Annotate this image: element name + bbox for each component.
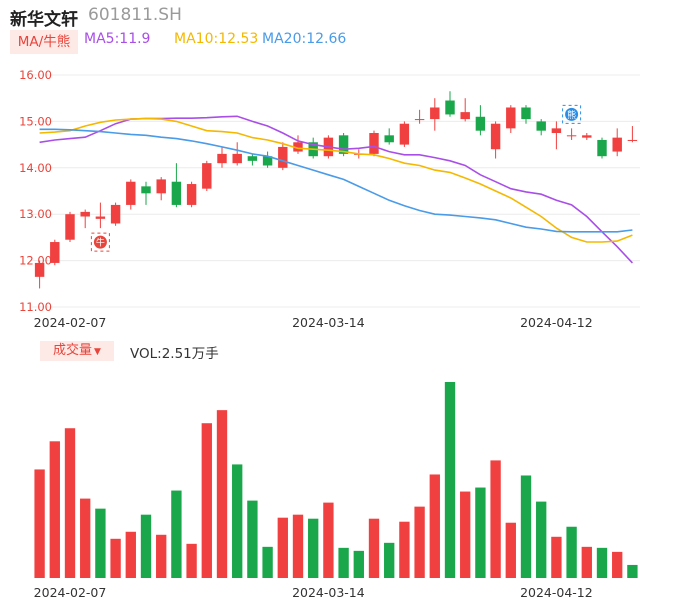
candle-body [217, 154, 226, 163]
volume-bar [308, 519, 318, 578]
candle-body [126, 182, 135, 205]
volume-bar [506, 523, 516, 578]
volume-bar [384, 543, 394, 578]
volume-bar [232, 464, 242, 578]
candle-body [80, 212, 89, 217]
volume-bar [202, 423, 212, 578]
candle-body [552, 128, 561, 133]
candle-body [202, 163, 211, 189]
volume-bar [50, 441, 60, 578]
volume-bar [490, 460, 500, 578]
volume-bar [141, 515, 151, 578]
candle-body [369, 133, 378, 154]
volume-bar [445, 382, 455, 578]
x-tick-label: 2024-04-12 [520, 315, 593, 330]
x-tick-label: 2024-02-07 [34, 315, 107, 330]
y-tick-label: 13.00 [19, 207, 52, 221]
candle-body [597, 140, 606, 156]
candle-body [65, 214, 74, 240]
candle-body [415, 119, 424, 120]
volume-x-tick-label: 2024-03-14 [292, 585, 365, 600]
candle-body [187, 184, 196, 205]
candle-body [172, 182, 181, 205]
volume-bar [262, 547, 272, 578]
candle-body [582, 135, 591, 137]
y-tick-label: 15.00 [19, 114, 52, 128]
candle-body [628, 140, 637, 141]
y-tick-label: 14.00 [19, 161, 52, 175]
volume-bar [597, 548, 607, 578]
volume-bar [354, 551, 364, 578]
candle-body [445, 101, 454, 115]
volume-bar [80, 499, 90, 578]
ma20-line [40, 129, 633, 232]
candle-body [111, 205, 120, 224]
volume-bar [110, 539, 120, 578]
candle-body [567, 135, 576, 136]
volume-bar [612, 552, 622, 578]
volume-bar [551, 537, 561, 578]
candle-body [491, 124, 500, 150]
volume-bar [247, 501, 257, 578]
candle-body [141, 186, 150, 193]
volume-bar [430, 474, 440, 578]
candle-body [430, 107, 439, 119]
signal-badge-label: 牛 [96, 237, 105, 249]
volume-bar [566, 527, 576, 578]
volume-x-tick-label: 2024-02-07 [34, 585, 107, 600]
candle-body [536, 121, 545, 130]
volume-bar [156, 535, 166, 578]
volume-bar [323, 503, 333, 578]
x-tick-label: 2024-03-14 [292, 315, 365, 330]
volume-bar [65, 428, 75, 578]
candle-body [400, 124, 409, 145]
volume-bar [369, 519, 379, 578]
volume-x-tick-label: 2024-04-12 [520, 585, 593, 600]
volume-bar [536, 502, 546, 578]
y-tick-label: 16.00 [19, 68, 52, 82]
candle-body [460, 112, 469, 119]
ma10-line [40, 119, 633, 242]
candle-body [476, 117, 485, 131]
volume-bar [34, 469, 44, 578]
volume-bar [95, 509, 105, 578]
volume-bar [217, 410, 227, 578]
candle-body [384, 135, 393, 142]
volume-bar [475, 488, 485, 578]
candle-body [521, 107, 530, 119]
signal-badge-label: 熊 [567, 109, 576, 121]
candle-body [232, 154, 241, 163]
candle-body [50, 242, 59, 263]
volume-bar [293, 515, 303, 578]
candle-body [278, 147, 287, 168]
volume-bar [414, 507, 424, 578]
y-tick-label: 11.00 [19, 300, 52, 314]
volume-bar [582, 547, 592, 578]
candle-body [96, 217, 105, 219]
volume-bar [338, 548, 348, 578]
candle-body [612, 138, 621, 152]
candle-body [506, 107, 515, 128]
volume-bar [399, 522, 409, 578]
volume-bar [126, 532, 136, 578]
volume-bar [186, 544, 196, 578]
candle-body [248, 156, 257, 161]
volume-bar [627, 565, 637, 578]
candle-body [35, 263, 44, 277]
volume-bar [171, 491, 181, 578]
volume-bar [521, 475, 531, 578]
candle-body [156, 179, 165, 193]
volume-bar [278, 518, 288, 578]
volume-bar [460, 492, 470, 578]
